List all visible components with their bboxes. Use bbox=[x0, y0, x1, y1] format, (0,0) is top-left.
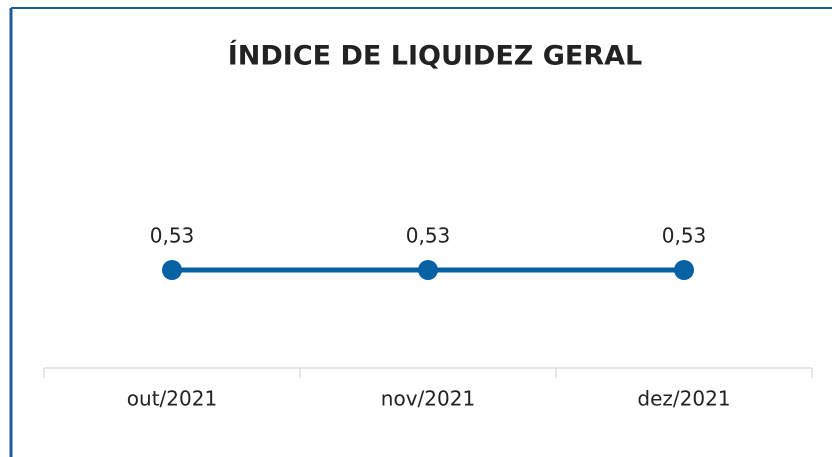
point bbox=[418, 260, 438, 280]
x-tick-label: nov/2021 bbox=[381, 387, 475, 411]
point bbox=[674, 260, 694, 280]
data-label: 0,53 bbox=[150, 224, 195, 248]
point bbox=[162, 260, 182, 280]
chart-title: ÍNDICE DE LIQUIDEZ GERAL bbox=[228, 40, 643, 72]
x-tick-label: dez/2021 bbox=[637, 387, 730, 411]
data-label: 0,53 bbox=[662, 224, 707, 248]
x-tick-label: out/2021 bbox=[127, 387, 217, 411]
data-label: 0,53 bbox=[406, 224, 451, 248]
